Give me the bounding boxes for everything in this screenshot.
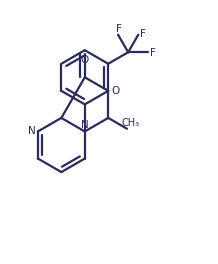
Text: O: O bbox=[81, 55, 89, 65]
Text: F: F bbox=[140, 29, 146, 39]
Text: N: N bbox=[27, 126, 35, 136]
Text: CH₃: CH₃ bbox=[121, 118, 139, 128]
Text: N: N bbox=[81, 120, 89, 130]
Text: F: F bbox=[150, 48, 156, 58]
Text: F: F bbox=[116, 23, 122, 34]
Text: O: O bbox=[112, 86, 120, 96]
